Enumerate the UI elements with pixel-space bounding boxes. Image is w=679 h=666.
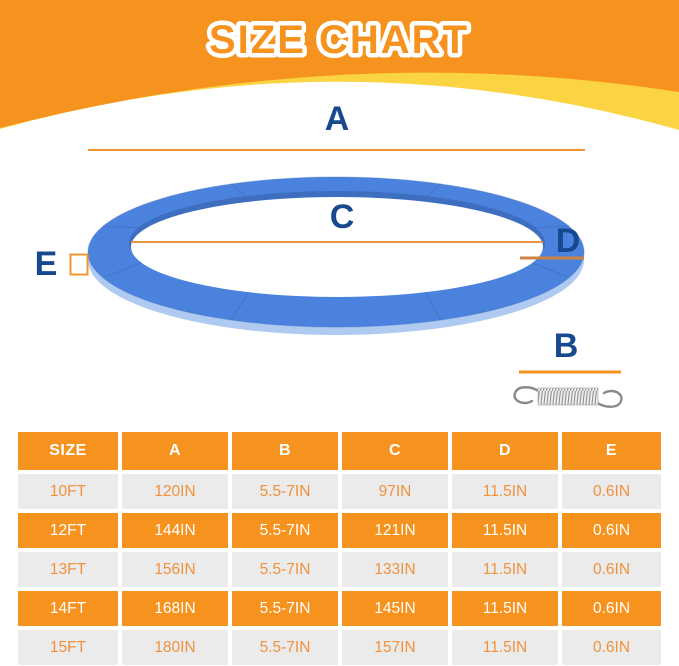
table-cell: 11.5IN [452,474,558,509]
table-cell: 12FT [18,513,118,548]
table-cell: 15FT [18,630,118,665]
table-cell: 5.5-7IN [232,591,338,626]
table-cell: 121IN [342,513,448,548]
table-cell: 144IN [122,513,228,548]
header-orange-background [0,0,679,128]
table-cell: 120IN [122,474,228,509]
table-cell: 14FT [18,591,118,626]
spring-icon [513,386,623,408]
table-cell: 11.5IN [452,630,558,665]
table-cell: 157IN [342,630,448,665]
table-cell: 156IN [122,552,228,587]
table-cell: 10FT [18,474,118,509]
trampoline-pad-illustration [87,176,585,335]
measure-box-e [69,253,89,276]
table-cell: 11.5IN [452,591,558,626]
column-header-c: C [342,432,448,470]
table-cell: 145IN [342,591,448,626]
table-row: 10FT 120IN 5.5-7IN 97IN 11.5IN 0.6IN [18,474,661,509]
table-cell: 5.5-7IN [232,552,338,587]
label-b: B [554,327,579,365]
label-d: D [556,222,581,260]
pad-inner-opening [131,197,543,297]
column-header-a: A [122,432,228,470]
table-cell: 11.5IN [452,513,558,548]
table-cell: 5.5-7IN [232,513,338,548]
table-cell: 0.6IN [562,591,661,626]
column-header-d: D [452,432,558,470]
table-cell: 0.6IN [562,513,661,548]
table-cell: 13FT [18,552,118,587]
page-title: SIZE CHART [209,18,469,62]
label-e: E [35,245,58,283]
table-cell: 180IN [122,630,228,665]
column-header-b: B [232,432,338,470]
table-cell: 133IN [342,552,448,587]
table-row: 12FT 144IN 5.5-7IN 121IN 11.5IN 0.6IN [18,513,661,548]
table-cell: 168IN [122,591,228,626]
table-cell: 11.5IN [452,552,558,587]
label-c: C [330,198,355,236]
column-header-size: SIZE [18,432,118,470]
label-a: A [325,100,350,138]
table-header-row: SIZE A B C D E [18,432,661,470]
table-cell: 0.6IN [562,474,661,509]
diagram-art: SIZE CHART A C D [0,0,679,408]
table-row: 14FT 168IN 5.5-7IN 145IN 11.5IN 0.6IN [18,591,661,626]
table-cell: 0.6IN [562,630,661,665]
column-header-e: E [562,432,661,470]
table-row: 13FT 156IN 5.5-7IN 133IN 11.5IN 0.6IN [18,552,661,587]
table-cell: 97IN [342,474,448,509]
table-cell: 5.5-7IN [232,630,338,665]
table-row: 15FT 180IN 5.5-7IN 157IN 11.5IN 0.6IN [18,630,661,665]
size-table: SIZE A B C D E 10FT 120IN 5.5-7IN 97IN 1… [18,432,661,666]
table-cell: 0.6IN [562,552,661,587]
table-cell: 5.5-7IN [232,474,338,509]
